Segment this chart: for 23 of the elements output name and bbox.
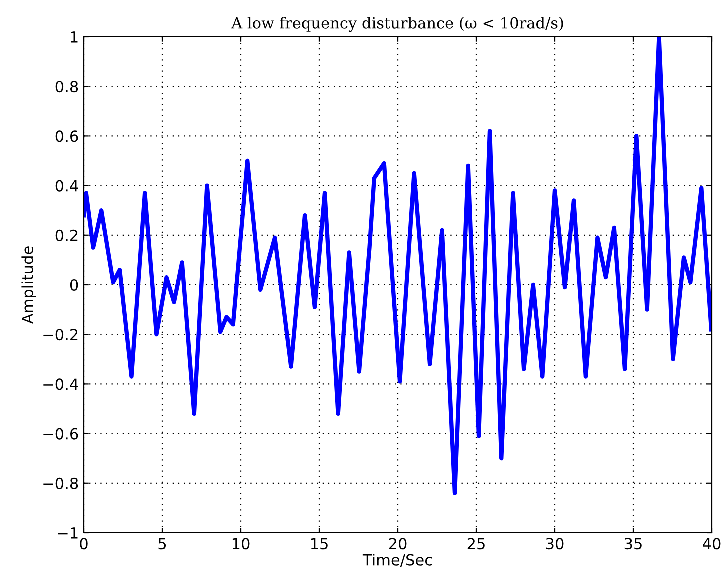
y-tick-label: −0.8 — [44, 478, 78, 490]
y-tick-label: −0.4 — [44, 378, 78, 390]
x-tick-label: 35 — [624, 538, 642, 550]
chart-title: A low frequency disturbance (ω < 10rad/s) — [231, 17, 564, 32]
x-tick-label: 15 — [311, 538, 328, 550]
x-tick-label: 25 — [468, 538, 485, 550]
y-tick-label: 0.8 — [56, 81, 78, 93]
x-tick-label: 0 — [80, 538, 88, 550]
y-tick-label: 1 — [71, 32, 78, 43]
x-tick-label: 30 — [546, 538, 564, 550]
y-axis-title: Amplitude — [22, 246, 36, 324]
y-tick-label: −1 — [58, 528, 78, 539]
y-tick-label: 0.4 — [56, 180, 78, 192]
x-tick-label: 40 — [703, 538, 721, 550]
y-tick-label: −0.2 — [44, 329, 78, 341]
y-tick-label: 0 — [70, 279, 78, 292]
y-tick-label: −0.6 — [44, 428, 78, 440]
x-tick-label: 5 — [158, 538, 166, 550]
x-axis-title: Time/Sec — [362, 554, 432, 568]
x-tick-label: 20 — [389, 538, 407, 550]
y-tick-label: 0.2 — [56, 230, 78, 242]
y-tick-label: 0.6 — [56, 130, 78, 142]
x-tick-label: 10 — [232, 538, 250, 550]
